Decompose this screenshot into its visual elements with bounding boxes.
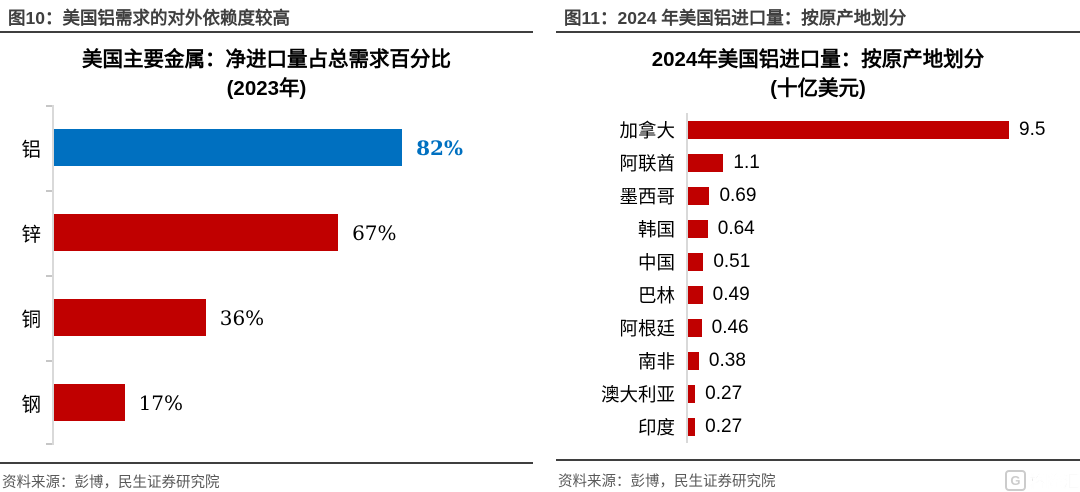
source-note-left: 资料来源：彭博，民生证券研究院 <box>2 475 220 491</box>
value-label: 0.49 <box>712 283 750 305</box>
chart-row: 墨西哥 0.69 <box>556 179 1080 212</box>
chart-row: 阿根廷 0.46 <box>556 311 1080 344</box>
bar-segment <box>52 129 403 166</box>
value-label: 0.27 <box>705 415 743 437</box>
bar-segment <box>52 299 206 336</box>
chart-subtitle-right: (十亿美元) <box>770 77 866 100</box>
source-row-left: 资料来源：彭博，民生证券研究院 <box>0 462 533 492</box>
gelonghui-icon: G <box>1004 469 1026 491</box>
chart-row: 钢 17% <box>0 360 533 445</box>
bar-segment <box>686 384 696 403</box>
source-note-right: 资料来源：彭博，民生证券研究院 <box>558 473 776 490</box>
category-label: 阿根廷 <box>619 318 675 340</box>
figure-panel-right: 图11：2024 年美国铝进口量：按原产地划分 2024年美国铝进口量：按原产地… <box>556 0 1080 492</box>
category-label: 印度 <box>637 417 675 439</box>
value-label: 0.51 <box>713 250 751 272</box>
value-label: 17% <box>138 390 184 415</box>
category-label: 钢 <box>21 393 41 416</box>
value-label: 0.46 <box>711 316 749 338</box>
axis-tick <box>46 360 52 362</box>
chart-row: 锌 67% <box>0 190 533 275</box>
figure-panel-left: 图10：美国铝需求的对外依赖度较高 美国主要金属：净进口量占总需求百分比 (20… <box>0 0 533 492</box>
chart-row: 印度 0.27 <box>556 410 1080 443</box>
value-label: 36% <box>219 305 265 330</box>
chart-title-left: 美国主要金属：净进口量占总需求百分比 <box>82 48 451 71</box>
chart-row: 阿联酋 1.1 <box>556 146 1080 179</box>
gelonghui-logo: G 格隆汇 <box>1004 468 1080 492</box>
bar-segment <box>686 285 703 304</box>
category-label: 铝 <box>21 138 41 161</box>
bar-segment <box>52 214 339 251</box>
axis-tick <box>46 190 52 192</box>
axis-tick <box>46 105 52 107</box>
category-label: 中国 <box>637 252 675 274</box>
category-label: 加拿大 <box>619 120 675 142</box>
category-label: 南非 <box>637 351 675 373</box>
value-label: 1.1 <box>733 151 760 173</box>
value-label: 0.69 <box>719 184 757 206</box>
bar-segment <box>52 384 125 421</box>
bar-segment <box>686 120 1009 139</box>
chart-row: 巴林 0.49 <box>556 278 1080 311</box>
value-label: 82% <box>416 135 463 160</box>
bar-segment <box>686 417 696 436</box>
gelonghui-logo-text: 格隆汇 <box>1028 474 1080 492</box>
bar-chart-imports-by-origin: 加拿大 9.5 阿联酋 1.1 墨西哥 0.69 韩国 0.64 中国 0.51 巴林 0.49 阿根廷… <box>556 113 1080 443</box>
category-label: 墨西哥 <box>619 186 675 208</box>
chart-row: 澳大利亚 0.27 <box>556 377 1080 410</box>
category-label: 阿联酋 <box>619 153 675 175</box>
chart-row: 铜 36% <box>0 275 533 360</box>
figure-caption-right: 图11：2024 年美国铝进口量：按原产地划分 <box>556 0 1080 33</box>
chart-row: 加拿大 9.5 <box>556 113 1080 146</box>
y-axis-line <box>52 105 54 445</box>
category-label: 锌 <box>21 223 41 246</box>
bar-segment <box>686 252 704 271</box>
y-axis-line <box>686 113 688 443</box>
axis-tick <box>46 275 52 277</box>
chart-title-right: 2024年美国铝进口量：按原产地划分 <box>651 48 985 71</box>
chart-row: 中国 0.51 <box>556 245 1080 278</box>
source-row-right: 资料来源：彭博，民生证券研究院 G 格隆汇 <box>556 459 1080 492</box>
value-label: 9.5 <box>1019 118 1046 140</box>
value-label: 0.27 <box>705 382 743 404</box>
value-label: 67% <box>352 220 397 245</box>
chart-row: 南非 0.38 <box>556 344 1080 377</box>
value-label: 0.38 <box>708 349 746 371</box>
axis-tick <box>46 443 52 445</box>
chart-subtitle-left: (2023年) <box>226 77 307 100</box>
bar-segment <box>686 153 724 172</box>
category-label: 巴林 <box>637 285 675 307</box>
value-label: 0.64 <box>717 217 755 239</box>
bar-chart-net-import-share: 铝 82% 锌 67% 铜 36% 钢 17% <box>0 105 533 445</box>
bar-segment <box>686 186 710 205</box>
category-label: 韩国 <box>637 219 675 241</box>
bar-segment <box>686 318 702 337</box>
bar-segment <box>686 351 699 370</box>
category-label: 铜 <box>21 308 41 331</box>
bar-segment <box>686 219 708 238</box>
chart-row: 韩国 0.64 <box>556 212 1080 245</box>
chart-row: 铝 82% <box>0 105 533 190</box>
category-label: 澳大利亚 <box>600 384 675 406</box>
figure-caption-left: 图10：美国铝需求的对外依赖度较高 <box>0 0 533 33</box>
